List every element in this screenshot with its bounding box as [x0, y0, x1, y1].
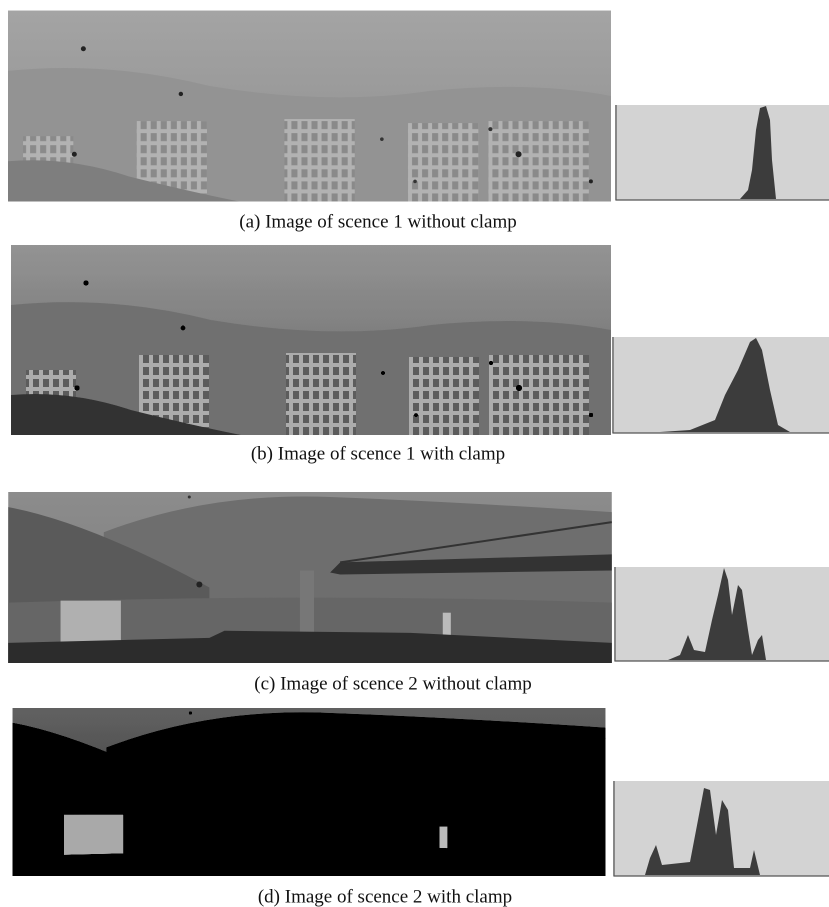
histogram: [613, 781, 829, 876]
scene-image: [8, 492, 612, 663]
figure: (a) Image of scence 1 without clamp (b) …: [0, 0, 829, 907]
histogram: [612, 337, 829, 433]
caption: (d) Image of scence 2 with clamp: [258, 886, 512, 907]
histogram: [615, 105, 829, 200]
histogram: [614, 567, 829, 661]
scene-image: [11, 245, 611, 435]
page: {"figure": {"panels": [ {"caption": "(a)…: [0, 0, 829, 907]
caption: (a) Image of scence 1 without clamp: [239, 211, 517, 232]
scene-image: [8, 11, 611, 202]
scene-image: [13, 708, 606, 876]
caption: (b) Image of scence 1 with clamp: [251, 443, 505, 464]
caption: (c) Image of scence 2 without clamp: [254, 673, 532, 694]
